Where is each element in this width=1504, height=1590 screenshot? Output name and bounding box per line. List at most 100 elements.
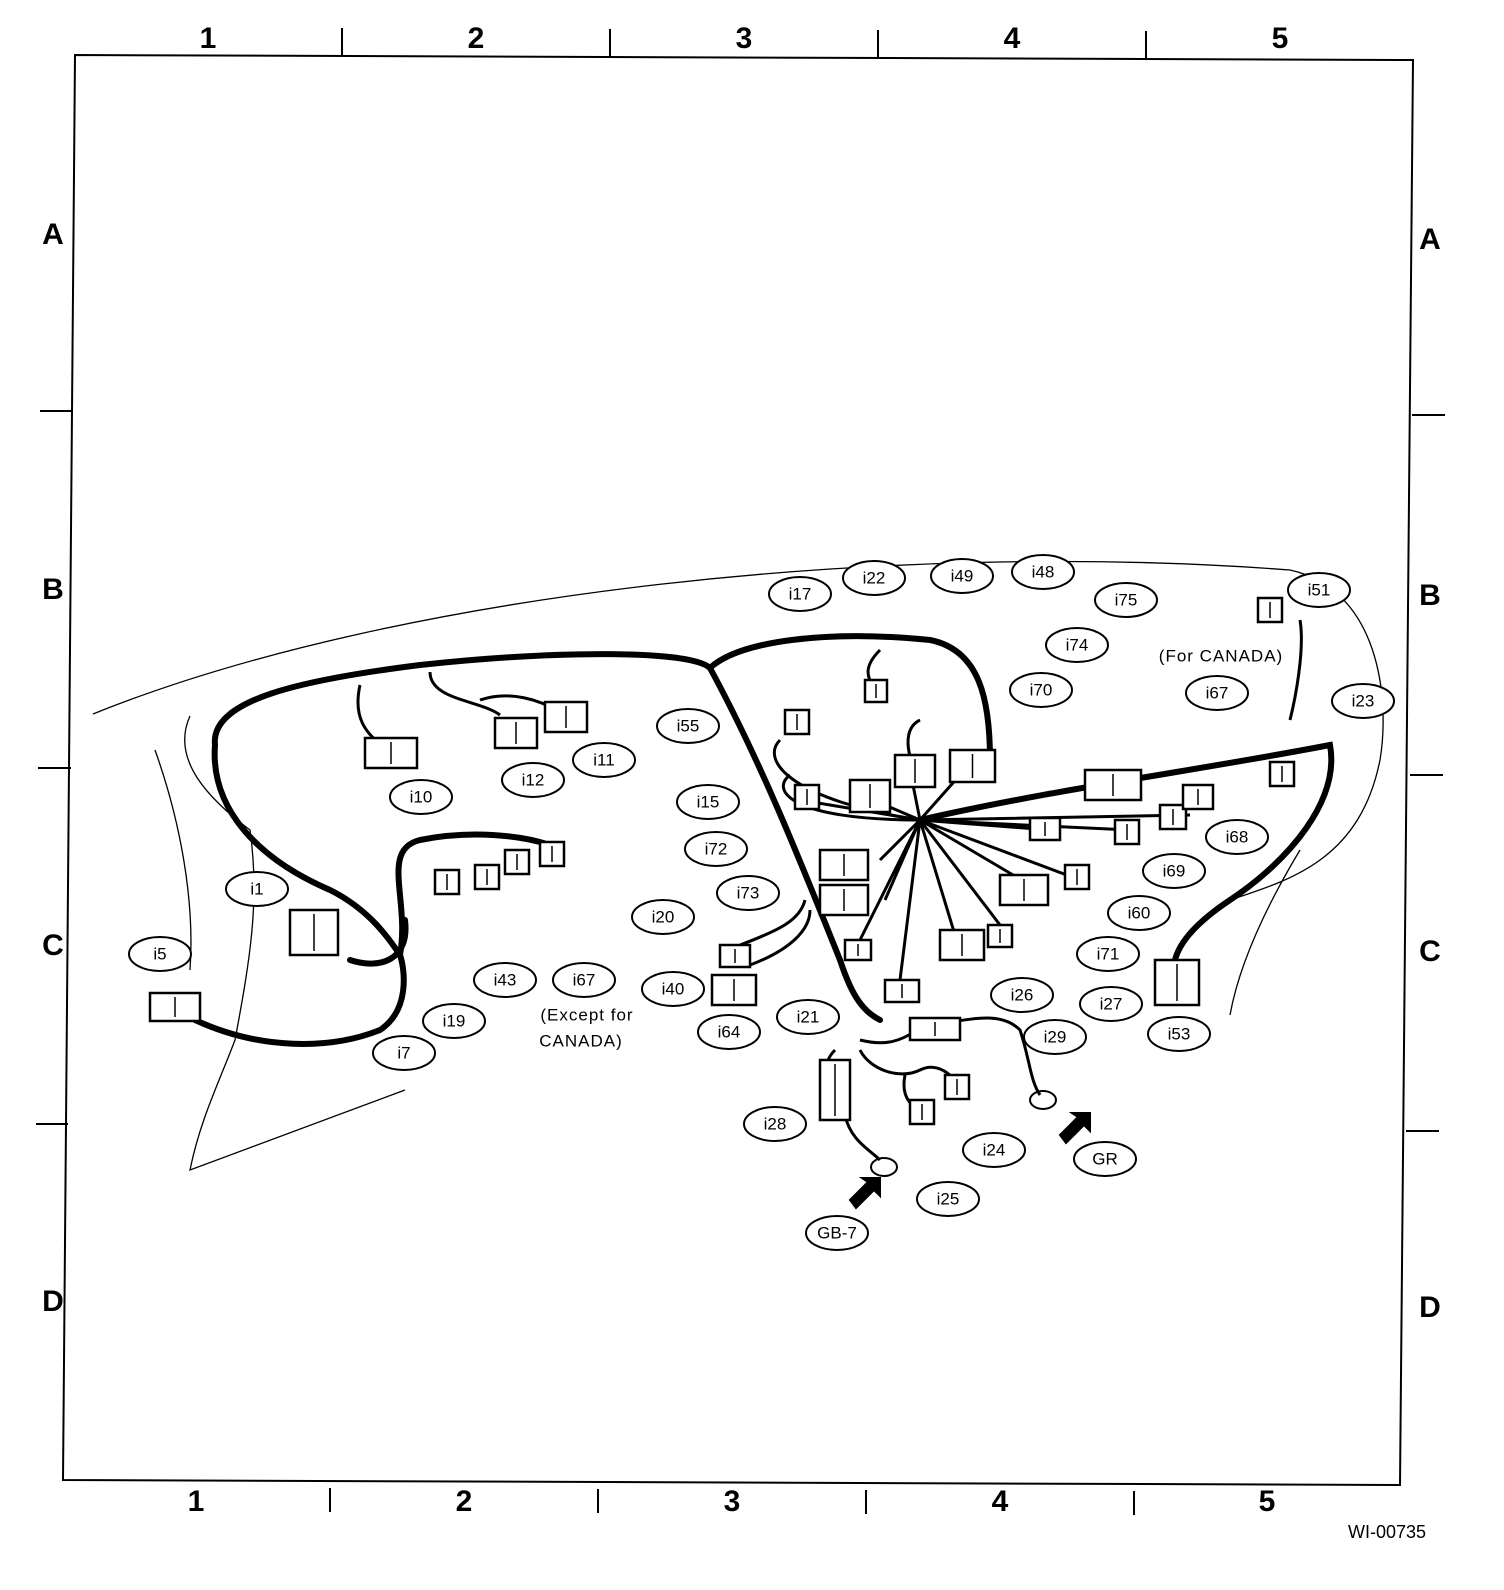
column-label: 3 <box>724 1485 741 1518</box>
tag-oval <box>842 560 906 596</box>
column-label: 1 <box>200 22 217 55</box>
connector-label: i67 <box>1206 683 1229 702</box>
connector-tags: i17 i22 i49 i48 i75 i51 i74 i70 i67 i23 i55 i15 i72 i… <box>128 554 1395 1251</box>
tag-oval <box>916 1181 980 1217</box>
tag-oval <box>572 742 636 778</box>
connector-label: i74 <box>1066 635 1089 654</box>
body-outline <box>92 560 1384 1172</box>
column-label: 1 <box>188 1485 205 1518</box>
note-for-canada: (For CANADA) <box>1159 646 1283 665</box>
row-label: A <box>42 218 64 251</box>
connector-label: i60 <box>1128 903 1151 922</box>
connector-label: i20 <box>652 907 675 926</box>
frame <box>61 53 1415 1487</box>
tag-oval <box>768 576 832 612</box>
connector-label: i17 <box>789 584 812 603</box>
tag-oval <box>1023 1019 1087 1055</box>
tag-oval <box>962 1132 1026 1168</box>
tag-oval <box>1287 572 1351 608</box>
connector-label: GB-7 <box>817 1223 857 1242</box>
tag-oval <box>225 871 289 907</box>
tag-oval <box>1142 853 1206 889</box>
ground-terminals <box>848 1090 1091 1210</box>
tag-oval <box>1073 1141 1137 1177</box>
column-label: 3 <box>736 22 753 55</box>
connector-label: i72 <box>705 839 728 858</box>
connector-label: i43 <box>494 970 517 989</box>
column-label: 5 <box>1272 22 1289 55</box>
harness-wires <box>192 619 1335 1162</box>
tag-oval <box>1331 683 1395 719</box>
tag-oval <box>1045 627 1109 663</box>
connector-label: i10 <box>410 787 433 806</box>
column-label: 2 <box>456 1485 473 1518</box>
connector-label: i11 <box>593 750 614 769</box>
connector-label: i71 <box>1097 944 1120 963</box>
figure-id: WI-00735 <box>1348 1522 1426 1542</box>
tag-oval <box>128 936 192 972</box>
connector-label: i55 <box>677 716 700 735</box>
column-label: 2 <box>468 22 485 55</box>
connector-label: i15 <box>697 792 720 811</box>
connector-label: i1 <box>250 879 263 898</box>
connector-label: i68 <box>1226 827 1249 846</box>
connector-label: i27 <box>1100 994 1123 1013</box>
row-label: B <box>1419 579 1441 612</box>
row-label: D <box>1419 1291 1441 1324</box>
tag-oval <box>389 779 453 815</box>
connector-label: i5 <box>153 944 166 963</box>
tag-oval <box>656 708 720 744</box>
tag-oval <box>1205 819 1269 855</box>
tag-oval <box>805 1215 869 1251</box>
connector-label: i69 <box>1163 861 1186 880</box>
row-label: B <box>42 573 64 606</box>
row-label: C <box>1419 935 1441 968</box>
tag-oval <box>1076 936 1140 972</box>
column-label: 4 <box>1004 22 1021 55</box>
tag-oval <box>1107 895 1171 931</box>
note-except-canada: (Except for <box>540 1005 633 1024</box>
column-label: 4 <box>992 1485 1009 1518</box>
connector-label: i26 <box>1011 985 1034 1004</box>
row-label: C <box>42 929 64 962</box>
connector-label: i49 <box>951 566 974 585</box>
connector-label: i28 <box>764 1114 787 1133</box>
tag-oval <box>930 558 994 594</box>
connector-label: i25 <box>937 1189 960 1208</box>
connector-label: GR <box>1092 1149 1118 1168</box>
connector-label: i67 <box>573 970 596 989</box>
note-except-canada: CANADA) <box>539 1031 623 1050</box>
tag-oval <box>1011 554 1075 590</box>
row-label: D <box>42 1285 64 1318</box>
tag-oval <box>697 1014 761 1050</box>
tag-oval <box>631 899 695 935</box>
tag-oval <box>473 962 537 998</box>
tag-oval <box>372 1035 436 1071</box>
tag-oval <box>1079 986 1143 1022</box>
connector-label: i73 <box>737 883 760 902</box>
connector-label: i7 <box>397 1043 410 1062</box>
connector-label: i48 <box>1032 562 1055 581</box>
connector-label: i24 <box>983 1140 1006 1159</box>
tag-oval <box>1185 675 1249 711</box>
connector-label: i64 <box>718 1022 741 1041</box>
column-label: 5 <box>1259 1485 1276 1518</box>
connector-label: i70 <box>1030 680 1053 699</box>
connector-label: i22 <box>863 568 886 587</box>
connector-label: i75 <box>1115 590 1138 609</box>
connector-label: i53 <box>1168 1024 1191 1043</box>
connector-label: i12 <box>522 770 545 789</box>
connector-label: i21 <box>797 1007 820 1026</box>
tag-oval <box>1094 582 1158 618</box>
connectors <box>148 596 1296 1126</box>
tag-oval <box>552 962 616 998</box>
connector-label: i23 <box>1352 691 1375 710</box>
tag-oval <box>1147 1016 1211 1052</box>
connector-label: i51 <box>1308 580 1331 599</box>
tag-oval <box>743 1106 807 1142</box>
tag-oval <box>676 784 740 820</box>
connector-label: i19 <box>443 1011 466 1030</box>
connector-label: i40 <box>662 979 685 998</box>
tag-oval <box>776 999 840 1035</box>
